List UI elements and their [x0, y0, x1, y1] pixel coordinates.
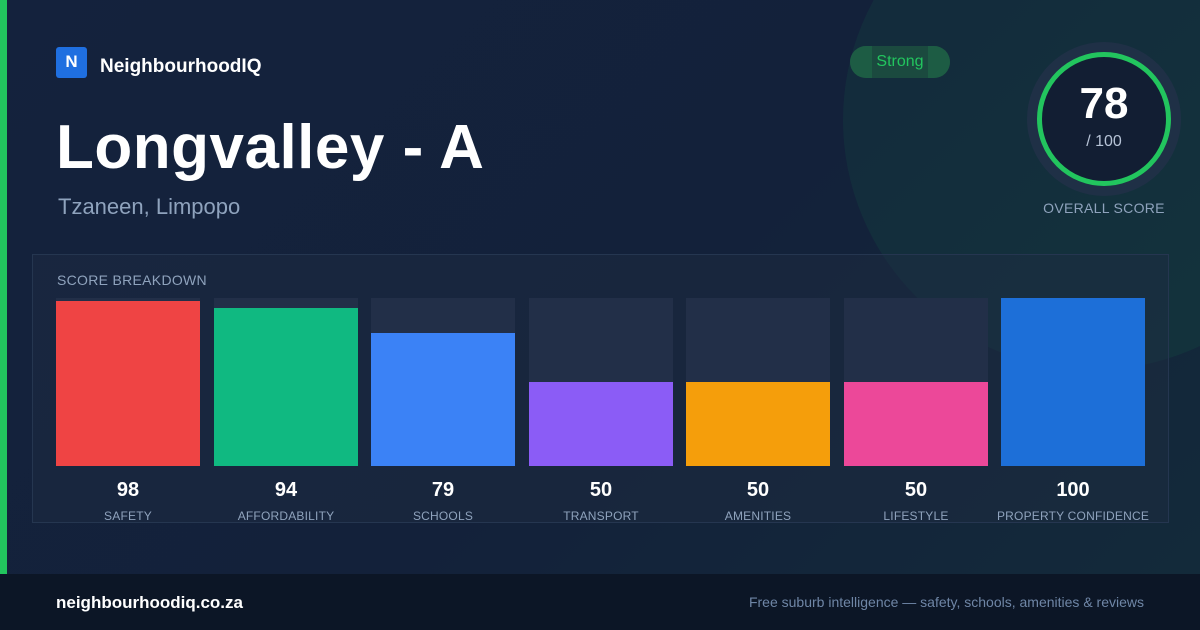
score-bar-safety: 98 SAFETY [56, 298, 200, 523]
footer: neighbourhoodiq.co.za Free suburb intell… [0, 574, 1200, 630]
overall-score-value: 78 [1079, 79, 1129, 128]
score-bar-label: SCHOOLS [412, 509, 474, 523]
brand-logo-icon: N [56, 46, 87, 78]
score-bar-track [529, 298, 673, 466]
score-bar-fill [844, 382, 988, 466]
score-bar-fill [686, 382, 830, 466]
brand[interactable]: N NeighbourhoodIQ [56, 46, 261, 78]
score-bar-transport: 50 TRANSPORT [529, 298, 673, 523]
score-gauge-ring [1037, 52, 1171, 186]
accent-bar [0, 0, 7, 574]
score-bar-value: 100 [1056, 479, 1090, 501]
score-bar-label: PROPERTY CONFIDENCE [996, 509, 1150, 523]
score-breakdown-panel: SCORE BREAKDOWN 98 SAFETY 94 AFFORDABILITY 7… [32, 254, 1169, 523]
score-bar-value: 94 [274, 479, 298, 501]
score-breakdown-title: SCORE BREAKDOWN [57, 272, 207, 288]
score-bar-lifestyle: 50 LIFESTYLE [844, 298, 988, 523]
overall-score-gauge: 78 / 100 [1027, 42, 1181, 196]
score-bar-label: SAFETY [104, 509, 152, 523]
score-bar-label: LIFESTYLE [883, 509, 949, 523]
score-bar-track [844, 298, 988, 466]
overall-score-label: OVERALL SCORE [1043, 200, 1165, 216]
footer-domain-link[interactable]: neighbourhoodiq.co.za [56, 593, 243, 612]
score-bar-track [686, 298, 830, 466]
score-bar-track [56, 298, 200, 466]
score-bar-fill [1001, 298, 1145, 466]
score-bar-amenities: 50 AMENITIES [686, 298, 830, 523]
score-bar-value: 50 [589, 479, 613, 501]
score-bar-value: 50 [904, 479, 928, 501]
score-bar-track [214, 298, 358, 466]
score-bar-label: AFFORDABILITY [237, 509, 335, 523]
score-bar-fill [56, 301, 200, 466]
footer-tagline: Free suburb intelligence — safety, schoo… [748, 594, 1144, 610]
rating-badge: Strong [850, 46, 950, 78]
location-subtitle: Tzaneen, Limpopo [58, 194, 241, 219]
brand-name: NeighbourhoodIQ [100, 56, 262, 77]
share-card: N NeighbourhoodIQ Longvalley - A Tzaneen… [0, 0, 1200, 574]
score-bar-value: 98 [116, 479, 140, 501]
score-bar-fill [214, 308, 358, 466]
score-bar-value: 50 [746, 479, 770, 501]
overall-score-denominator: / 100 [1086, 133, 1122, 150]
score-bar-fill [529, 382, 673, 466]
score-bar-fill [371, 333, 515, 466]
score-bar-label: AMENITIES [724, 509, 792, 523]
rating-badge-label: Strong [876, 53, 924, 70]
score-bar-track [1001, 298, 1145, 466]
score-bar-affordability: 94 AFFORDABILITY [214, 298, 358, 523]
score-bar-property-confidence: 100 PROPERTY CONFIDENCE [997, 298, 1149, 523]
score-bar-label: TRANSPORT [563, 509, 639, 523]
score-bar-schools: 79 SCHOOLS [371, 298, 515, 523]
page-title: Longvalley - A [56, 113, 485, 182]
score-bar-track [371, 298, 515, 466]
score-bar-value: 79 [431, 479, 455, 501]
